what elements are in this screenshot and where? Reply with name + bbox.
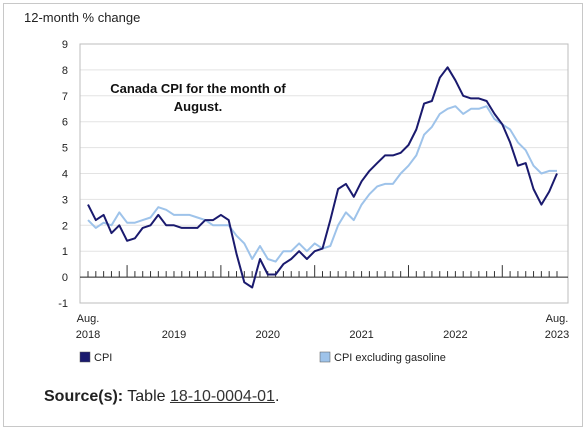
y-tick-label: 7 xyxy=(62,91,68,103)
y-tick-label: 3 xyxy=(62,194,68,206)
legend-swatch xyxy=(79,351,91,363)
y-tick-label: 0 xyxy=(62,272,68,284)
y-tick-label: 2 xyxy=(62,220,68,232)
x-tick-label-month: Aug. xyxy=(546,313,569,325)
x-tick-label-month: Aug. xyxy=(77,313,100,325)
source-label: Source(s): xyxy=(44,388,124,405)
y-tick-label: 4 xyxy=(62,169,68,181)
x-tick-label-year: 2021 xyxy=(349,329,373,341)
x-tick-label-year: 2018 xyxy=(76,329,100,341)
source-text: Table xyxy=(127,388,166,405)
legend-label: CPI xyxy=(94,352,112,364)
y-axis-unit-label: 12-month % change xyxy=(24,10,141,25)
x-tick-label-year: 2022 xyxy=(443,329,467,341)
y-tick-label: 5 xyxy=(62,143,68,155)
legend-label: CPI excluding gasoline xyxy=(334,352,446,364)
plot-area: -1 0 1 2 3 4 5 6 7 8 9 Aug. 2018 2019 2020 2021 2022 Aug.… xyxy=(58,39,569,364)
series-line-cpi-excluding-gasoline xyxy=(87,105,557,263)
source-table-link[interactable]: 18-10-0004-01 xyxy=(169,388,275,405)
y-tick-label: 8 xyxy=(62,65,68,77)
series-line-cpi xyxy=(87,66,558,289)
plot-border xyxy=(79,43,569,304)
y-tick-label: 6 xyxy=(62,117,68,129)
chart-frame xyxy=(3,3,583,427)
source-end: . xyxy=(274,388,280,405)
x-tick-label-year: 2023 xyxy=(545,329,569,341)
y-tick-label: 9 xyxy=(62,39,68,51)
legend-swatch xyxy=(319,351,331,363)
source-note: Source(s): Table 18-10-0004-01. xyxy=(44,388,279,406)
chart-annotation-line: Canada CPI for the month of xyxy=(110,81,286,96)
x-tick-label-year: 2019 xyxy=(162,329,186,341)
y-tick-label: 1 xyxy=(62,246,68,258)
x-tick-label-year: 2020 xyxy=(256,329,280,341)
chart-annotation-line: August. xyxy=(174,99,222,114)
y-tick-label: -1 xyxy=(58,298,68,310)
